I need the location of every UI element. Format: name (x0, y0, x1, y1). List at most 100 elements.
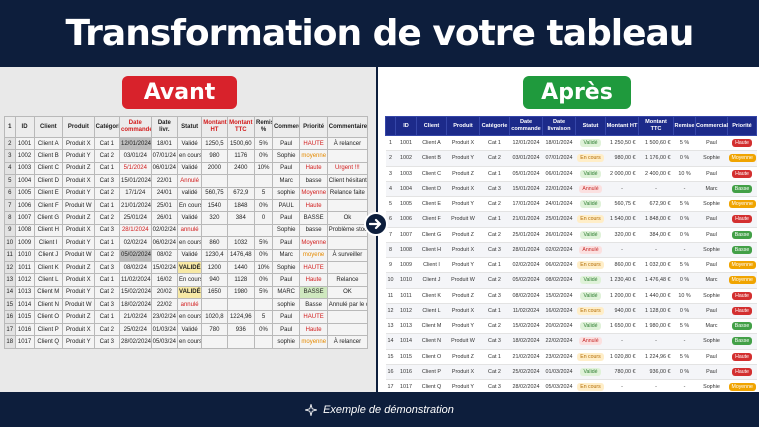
table-cell: 03/01/24 (118, 149, 152, 163)
table-cell: Cat 2 (479, 227, 510, 243)
table-cell: Marc (271, 174, 301, 188)
table-cell: 980,00 € (605, 150, 639, 167)
table-cell: 16 (385, 364, 396, 381)
table-cell: 1128 (226, 273, 256, 287)
table-cell: Produit W (62, 298, 95, 312)
table-cell: Validé (575, 318, 606, 335)
table-cell: Validé (177, 322, 203, 337)
table-cell: 5 (4, 174, 16, 188)
table-cell: Produit Y (62, 186, 95, 200)
table-cell: 1 (385, 135, 396, 152)
table-cell: 18/02/2024 (509, 333, 543, 350)
column-header: 1 (4, 116, 16, 138)
table-cell: Produit Z (446, 166, 480, 182)
table-cell: Produit Y (62, 335, 95, 349)
table-cell: 26/01 (150, 211, 179, 225)
table-cell: Paul (695, 364, 728, 381)
table-cell: 1540 (201, 198, 228, 213)
table-cell (326, 322, 369, 337)
table-cell: Client A (416, 135, 447, 152)
table-cell: Moyenne (727, 196, 757, 213)
table-row: 12 1011 Client K Produit Z Cat 3 08/02/24 15/0… (4, 260, 369, 275)
table-cell: 1224,96 (226, 310, 256, 324)
table-cell: 560,75 € (605, 196, 639, 213)
table-cell (326, 236, 369, 250)
table-cell: Cat 2 (479, 272, 510, 289)
table-cell: En cours (575, 211, 606, 228)
table-cell: - (638, 333, 674, 350)
table-row: 8 1008 Client H Produit X Cat 3 28/01/2024 02/… (385, 242, 757, 259)
table-cell: 23/02/2024 (542, 349, 576, 365)
table-cell: basse (299, 223, 328, 238)
table-cell: 06/02/2024 (542, 257, 576, 274)
priority-badge: Moyenne (728, 200, 756, 209)
table-cell: 08/02 (150, 248, 179, 262)
table-cell: 5 % (673, 135, 696, 152)
table-cell: sophie (271, 186, 301, 200)
column-header: Remise % (254, 116, 273, 138)
table-cell: Produit Z (62, 310, 95, 324)
table-cell: 0 % (673, 272, 696, 289)
table-cell: Sophie (695, 150, 728, 167)
table-cell: Annulé (177, 174, 203, 188)
table-cell: 10% (254, 161, 273, 176)
table-cell: 1650 (201, 285, 228, 300)
table-cell: 5 % (673, 349, 696, 365)
table-cell: Moyenne (727, 257, 757, 274)
priority-badge: Haute (732, 352, 752, 361)
table-cell: Cat 3 (93, 335, 120, 349)
table-cell: 6 (4, 186, 16, 200)
status-badge: Validé (580, 291, 601, 300)
table-cell: 1848 (226, 198, 256, 213)
table-row: 12 1012 Client L Produit X Cat 1 11/02/2024 16… (385, 303, 757, 320)
table-cell: 0 % (673, 227, 696, 243)
table-cell: 780 (201, 322, 228, 337)
table-cell: 12 (385, 303, 396, 320)
table-row: 3 1002 Client B Produit Y Cat 2 03/01/24 07/01… (4, 149, 369, 163)
table-cell: 1 020,80 € (605, 349, 639, 365)
before-label: Avant (122, 76, 237, 109)
table-cell: Basse (299, 298, 328, 312)
table-cell: Produit Z (62, 161, 95, 176)
table-cell: Client O (33, 310, 64, 324)
table-cell: annulé (177, 298, 203, 312)
column-header: Date commande (509, 116, 543, 136)
table-cell: 2 (4, 136, 16, 151)
table-cell: 0 % (673, 303, 696, 320)
table-cell: Cat 1 (93, 236, 120, 250)
table-cell: Client E (416, 196, 447, 213)
table-cell: 12 (4, 260, 16, 275)
column-header: Montant TTC (638, 116, 674, 136)
table-cell: Sophie (695, 242, 728, 259)
table-cell: Haute (299, 198, 328, 213)
table-row: 7 1006 Client F Produit W Cat 1 21/01/2024 25/… (4, 198, 369, 213)
table-cell: Client J (416, 272, 447, 289)
table-cell: Validé (575, 272, 606, 289)
table-cell: 21/01/2024 (118, 198, 152, 213)
table-cell: 10 % (673, 288, 696, 304)
table-cell: 01/03/24 (150, 322, 179, 337)
table-row: 8 1007 Client G Produit Z Cat 2 25/01/24 26/01… (4, 211, 369, 225)
table-cell: Haute (299, 273, 328, 287)
table-cell: 16 (4, 310, 16, 324)
table-cell: Client F (33, 198, 64, 213)
table-cell: 5 % (673, 318, 696, 335)
table-cell (254, 223, 273, 238)
table-cell (254, 335, 273, 349)
column-header: Commercial (695, 116, 728, 136)
table-cell: 1020,8 (201, 310, 228, 324)
priority-badge: Haute (732, 139, 752, 148)
table-cell: 0 % (673, 364, 696, 381)
column-header: Remise (673, 116, 696, 136)
column-header: Statut (575, 116, 606, 136)
table-cell: 384 (226, 211, 256, 225)
table-cell: Cat 1 (479, 257, 510, 274)
table-cell: 384,00 € (638, 227, 674, 243)
table-cell: Paul (271, 322, 301, 337)
table-cell: 03/01/2024 (509, 150, 543, 167)
table-cell: 1980 (226, 285, 256, 300)
table-cell: 10 (385, 272, 396, 289)
table-cell: 860 (201, 236, 228, 250)
table-cell: 1032 (226, 236, 256, 250)
table-cell: 25/02/2024 (509, 364, 543, 381)
